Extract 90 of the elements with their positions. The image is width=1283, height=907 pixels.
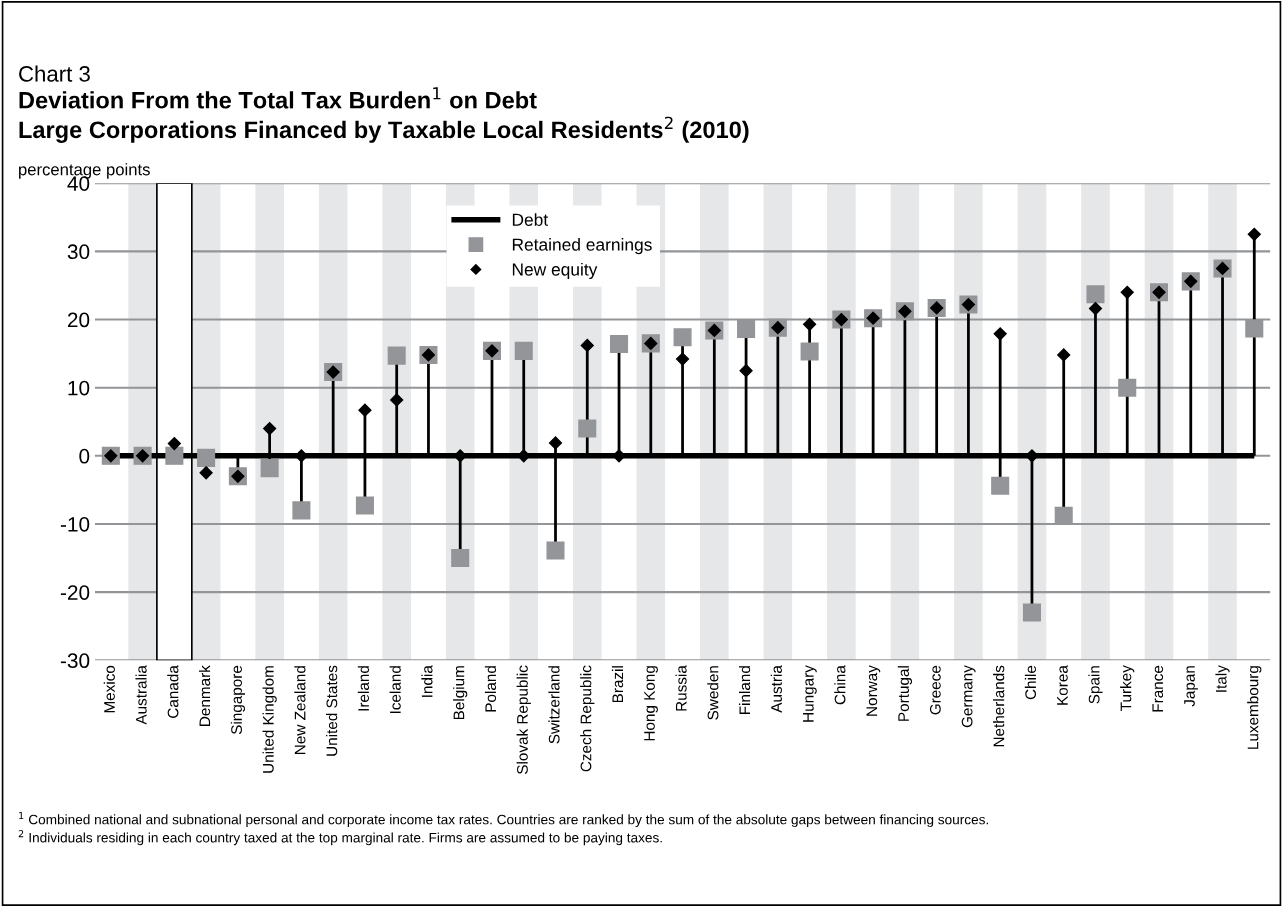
- x-tick-label: Germany: [961, 665, 976, 728]
- x-tick-label: Netherlands: [993, 665, 1005, 747]
- x-tick-label: Portugal: [897, 666, 913, 721]
- x-tick-label: New Zealand: [294, 666, 306, 754]
- y-tick-label: 0: [79, 448, 90, 464]
- legend-label: Debt: [512, 213, 549, 226]
- point: [612, 449, 626, 463]
- x-tick-label: Russia: [675, 665, 687, 711]
- x-tick-label: Spain: [1088, 666, 1103, 704]
- point: [993, 327, 1007, 341]
- x-tick-label: Canada: [167, 665, 179, 718]
- point: [199, 466, 213, 480]
- y-tick-label: 10: [68, 380, 90, 396]
- x-tick-label: Ireland: [357, 666, 370, 711]
- x-tick-label: Mexico: [103, 665, 115, 713]
- point: [1022, 603, 1041, 622]
- x-tick-label: Chile: [1024, 665, 1037, 700]
- x-tick-label: China: [834, 665, 846, 705]
- point: [263, 421, 277, 436]
- point: [451, 549, 470, 568]
- point: [167, 436, 181, 451]
- y-tick-label: -30: [60, 653, 90, 669]
- x-tick-label: Hungary: [803, 665, 817, 722]
- point: [991, 476, 1010, 495]
- point: [1057, 348, 1071, 362]
- point: [673, 328, 692, 347]
- point: [1245, 319, 1264, 338]
- y-tick-label: 30: [67, 244, 90, 260]
- point: [1054, 506, 1073, 525]
- point: [737, 320, 756, 339]
- x-tick-label: Slovak Republic: [516, 665, 531, 775]
- x-tick-label: Poland: [484, 666, 497, 712]
- point: [1118, 378, 1137, 397]
- x-tick-label: France: [1152, 665, 1164, 712]
- x-tick-label: India: [421, 665, 433, 697]
- x-tick-label: Turkey: [1120, 665, 1135, 711]
- chart-subtitle: Chart 3: [19, 65, 90, 82]
- x-tick-label: Czech Republic: [580, 665, 595, 772]
- y-tick-label: -20: [60, 585, 90, 600]
- x-tick-label: Luxembourg: [1247, 666, 1262, 749]
- x-tick-label: United States: [326, 665, 338, 756]
- x-tick-label: Belgium: [453, 666, 468, 720]
- point: [517, 449, 531, 463]
- point: [1247, 227, 1261, 241]
- point: [197, 448, 216, 467]
- point: [390, 393, 404, 407]
- point: [355, 496, 374, 515]
- point: [580, 338, 594, 353]
- text: $^{1}$ Combined national and subnational personal and corporate income tax rates. Countries are ranked by the sum of the absolute gaps between financing sources.: [19, 812, 988, 828]
- point: [165, 446, 184, 465]
- legend-label: Retained earnings: [512, 238, 652, 255]
- x-tick-label: Switzerland: [548, 666, 560, 744]
- legend-label: New equity: [512, 262, 598, 280]
- x-tick-label: Japan: [1184, 666, 1198, 707]
- x-tick-label: Iceland: [389, 666, 401, 714]
- chart-title: Deviation From the Total Tax Burden$^{1}$ on Debt Large Corporations Financed by Taxable Local Residents$^{2}$ (2010): [19, 87, 749, 143]
- point: [578, 419, 597, 438]
- point: [675, 352, 690, 366]
- point: [803, 317, 817, 331]
- point: [1025, 449, 1039, 463]
- text: $^{2}$ Individuals residing in each country taxed at the top marginal rate. Firms are assumed to be paying taxes.: [18, 830, 662, 846]
- x-tick-label: Greece: [929, 665, 941, 715]
- point: [292, 501, 311, 520]
- point: [1088, 302, 1103, 316]
- x-tick-label: Finland: [738, 666, 751, 715]
- x-tick-label: Sweden: [707, 666, 719, 720]
- y-tick-label: 20: [67, 312, 90, 328]
- x-tick-label: Hong Kong: [644, 666, 658, 741]
- x-tick-label: Brazil: [611, 666, 624, 703]
- point: [260, 459, 279, 478]
- x-tick-label: Singapore: [230, 665, 245, 735]
- x-tick-label: United Kingdom: [262, 666, 277, 773]
- y-tick-label: -10: [60, 516, 90, 532]
- x-tick-label: Australia: [135, 665, 147, 725]
- x-tick-label: Denmark: [198, 665, 211, 726]
- point: [548, 436, 563, 450]
- x-tick-label: Korea: [1057, 665, 1068, 705]
- x-tick-label: Austria: [770, 665, 782, 713]
- x-tick-label: Italy: [1215, 665, 1230, 692]
- point: [800, 342, 819, 361]
- point: [1120, 285, 1134, 299]
- point: [546, 541, 565, 560]
- point: [453, 449, 467, 463]
- point: [610, 335, 629, 354]
- point: [739, 364, 753, 378]
- point: [514, 341, 533, 360]
- point: [387, 346, 406, 365]
- point: [1086, 285, 1105, 304]
- point: [358, 403, 372, 417]
- x-tick-label: Norway: [866, 665, 881, 716]
